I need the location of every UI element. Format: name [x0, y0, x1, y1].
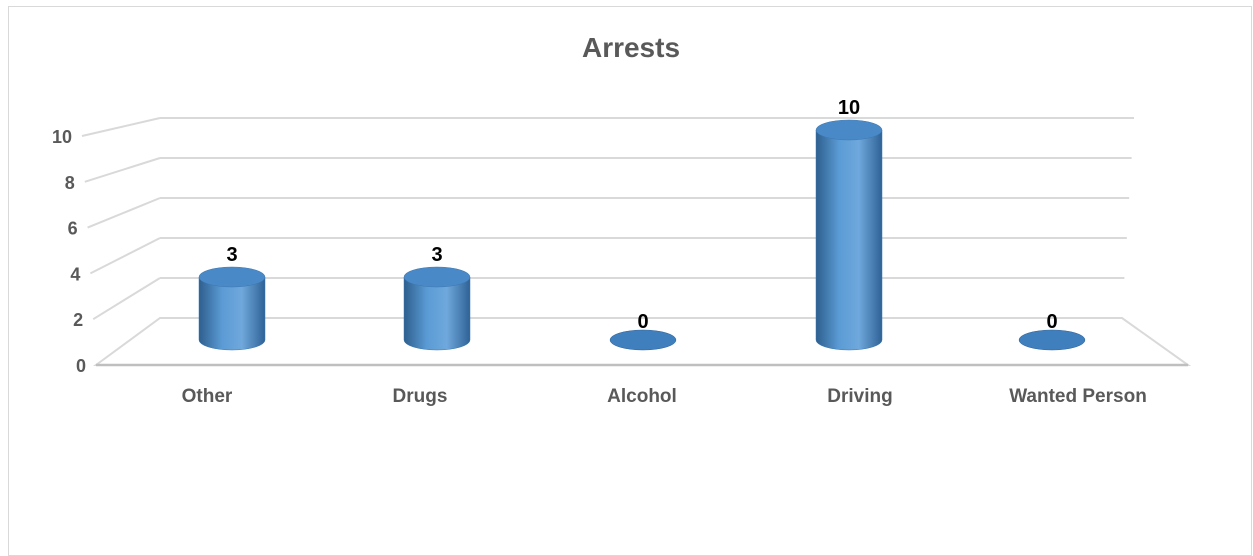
x-tick-label: Alcohol [607, 386, 677, 407]
x-tick-label: Wanted Person [1009, 386, 1147, 407]
bar-top [403, 266, 471, 288]
gridline-side [87, 197, 161, 229]
gridline-side [92, 277, 161, 321]
bar-body [403, 276, 471, 351]
y-tick-label: 8 [65, 173, 75, 193]
x-tick-label: Driving [827, 386, 892, 407]
gridline-side [89, 237, 161, 275]
y-tick-label: 2 [73, 310, 83, 330]
bar-top [815, 119, 883, 141]
data-label: 10 [838, 97, 860, 119]
y-tick-label: 10 [52, 127, 72, 147]
bar [815, 119, 883, 351]
bar [198, 266, 266, 351]
y-tick-label: 4 [70, 264, 80, 284]
data-labels: 3 3 0 10 0 [226, 97, 1057, 333]
bar-body [815, 129, 883, 351]
y-tick-label: 0 [76, 356, 86, 376]
gridline-side [81, 117, 161, 137]
gridline-side [84, 157, 161, 183]
data-label: 3 [431, 244, 442, 266]
bar [1018, 329, 1086, 351]
data-label: 3 [226, 244, 237, 266]
chart-title: Arrests [581, 32, 681, 63]
bar-base [609, 329, 677, 351]
x-axis-labels: Other Drugs Alcohol Driving Wanted Person [182, 386, 1147, 407]
y-tick-label: 6 [68, 219, 78, 239]
bars [198, 119, 1086, 351]
bar-body [198, 276, 266, 351]
bar-top [198, 266, 266, 288]
x-tick-label: Drugs [393, 386, 448, 407]
bar-base [1018, 329, 1086, 351]
data-label: 0 [637, 311, 648, 333]
data-label: 0 [1046, 311, 1057, 333]
bar [609, 329, 677, 351]
y-axis-ticks: 0 2 4 6 8 10 [52, 127, 86, 376]
bar [403, 266, 471, 351]
x-tick-label: Other [182, 386, 233, 407]
